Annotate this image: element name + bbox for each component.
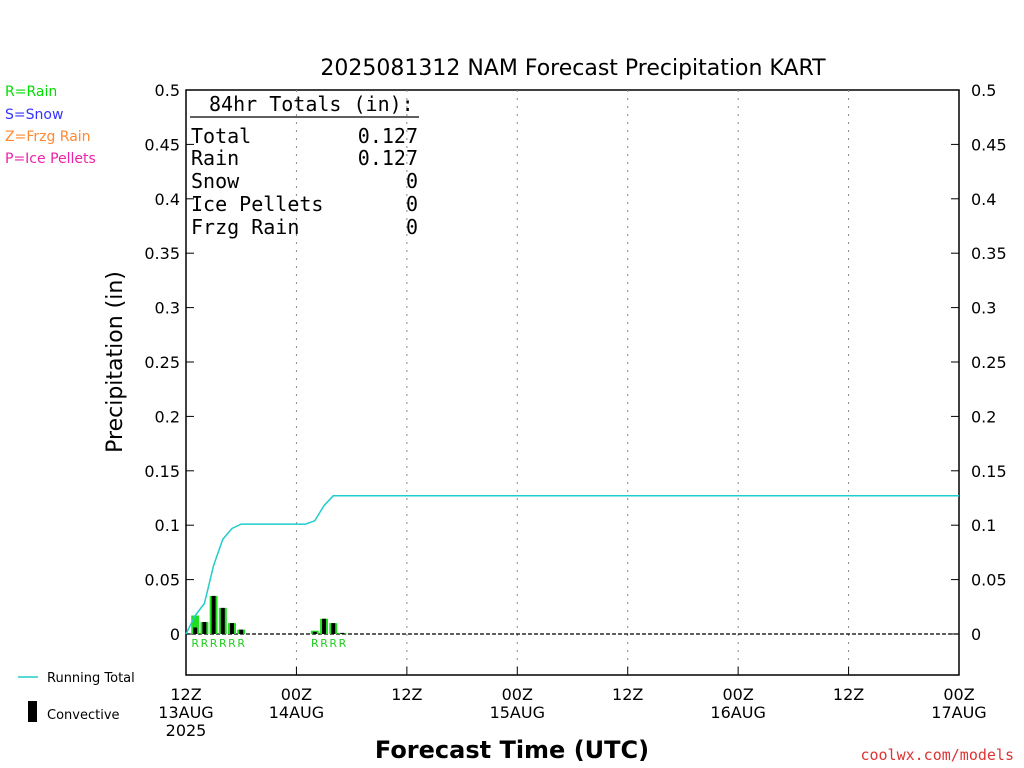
y-tick-label-left: 0.1	[155, 516, 180, 535]
vertical-grid	[295, 90, 850, 675]
x-axis-label: Forecast Time (UTC)	[375, 736, 649, 764]
y-tick-label-right: 0.3	[971, 299, 996, 318]
y-tick-label-left: 0	[170, 625, 180, 644]
convective-bar	[211, 595, 216, 634]
y-tick-label-left: 0.05	[144, 571, 180, 590]
convective-bar	[230, 623, 234, 634]
convective-bar	[220, 607, 225, 634]
totals-value-frzg-rain: 0	[406, 215, 418, 239]
y-tick-label-left: 0.2	[155, 407, 180, 426]
convective-bar	[322, 618, 327, 634]
y-tick-label-right: 0	[971, 625, 981, 644]
totals-label-snow: Snow	[191, 169, 240, 193]
x-tick-label: 12Z	[391, 685, 422, 704]
x-tick-label: 12Z	[170, 685, 201, 704]
chart-title: 2025081312 NAM Forecast Precipitation KA…	[320, 56, 826, 81]
precip-bar	[191, 615, 200, 634]
x-tick-label: 00Z	[943, 685, 974, 704]
ptype-marker: R	[339, 637, 347, 650]
totals-value-total: 0.127	[358, 124, 418, 148]
y-axis-right: 0 0.05 0.1 0.15 0.2 0.25 0.3 0.35 0.4 0.45 0.5	[951, 81, 1007, 644]
y-tick-label-left: 0.45	[144, 135, 180, 154]
x-tick-label: 17AUG	[931, 703, 986, 722]
x-tick-label: 15AUG	[490, 703, 545, 722]
plot-frame	[185, 89, 960, 676]
ptype-marker: R	[329, 637, 337, 650]
x-tick-label: 2025	[166, 721, 207, 740]
y-tick-label-right: 0.4	[971, 190, 996, 209]
convective-legend-label: Convective	[47, 708, 120, 723]
y-tick-label-left: 0.4	[155, 190, 180, 209]
x-tick-label: 00Z	[281, 685, 312, 704]
ptype-legend-rain: R=Rain	[5, 84, 57, 100]
ptype-marker: R	[228, 637, 236, 650]
x-tick-label: 12Z	[612, 685, 643, 704]
y-tick-label-right: 0.2	[971, 407, 996, 426]
convective-bar	[202, 622, 207, 634]
totals-value-ice-pellets: 0	[406, 192, 418, 216]
convective-bar	[193, 627, 198, 634]
convective-bar	[239, 629, 244, 634]
y-axis-left: 0 0.05 0.1 0.15 0.2 0.25 0.3 0.35 0.4 0.45 0.5	[144, 81, 194, 644]
running-total-line	[185, 495, 959, 635]
y-tick-label-right: 0.35	[971, 244, 1007, 263]
x-tick-label: 13AUG	[158, 703, 213, 722]
totals-label-total: Total	[191, 124, 251, 148]
y-tick-label-right: 0.05	[971, 571, 1007, 590]
convective-bar	[312, 631, 317, 634]
ptype-marker: R	[219, 637, 227, 650]
totals-box: 84hr Totals (in): Total 0.127 Rain 0.127…	[190, 92, 419, 239]
y-tick-label-left: 0.5	[155, 81, 180, 100]
y-tick-label-left: 0.15	[144, 462, 180, 481]
y-tick-label-right: 0.45	[971, 135, 1007, 154]
convective-bar	[340, 632, 345, 634]
y-axis-label: Precipitation (in)	[103, 271, 128, 453]
ptype-legend-snow: S=Snow	[5, 107, 63, 123]
y-tick-label-left: 0.25	[144, 353, 180, 372]
x-tick-label: 12Z	[833, 685, 864, 704]
ptype-legend-ice-pellets: P=Ice Pellets	[5, 151, 96, 167]
ptype-marker: R	[237, 637, 245, 650]
x-tick-label: 16AUG	[710, 703, 765, 722]
totals-label-frzg-rain: Frzg Rain	[191, 215, 299, 239]
totals-label-rain: Rain	[191, 146, 239, 170]
y-tick-label-right: 0.25	[971, 353, 1007, 372]
y-tick-label-right: 0.5	[971, 81, 996, 100]
totals-label-ice-pellets: Ice Pellets	[191, 192, 323, 216]
y-tick-label-right: 0.15	[971, 462, 1007, 481]
series-legend: Running Total Convective	[18, 671, 135, 723]
ptype-legend: R=Rain S=Snow Z=Frzg Rain P=Ice Pellets	[5, 84, 96, 167]
totals-value-rain: 0.127	[358, 146, 418, 170]
convective-bar	[331, 623, 336, 634]
x-tick-label: 00Z	[502, 685, 533, 704]
hourly-precip-bars	[191, 595, 347, 634]
x-tick-label: 14AUG	[269, 703, 324, 722]
running-total-legend-label: Running Total	[47, 671, 135, 686]
totals-heading: 84hr Totals (in):	[209, 92, 414, 116]
x-tick-label: 00Z	[722, 685, 753, 704]
totals-value-snow: 0	[406, 169, 418, 193]
y-tick-label-right: 0.1	[971, 516, 996, 535]
y-tick-label-left: 0.3	[155, 299, 180, 318]
ptype-legend-frzg-rain: Z=Frzg Rain	[5, 129, 91, 145]
convective-legend-swatch	[28, 701, 37, 722]
ptype-marker: R	[311, 637, 319, 650]
y-tick-label-left: 0.35	[144, 244, 180, 263]
ptype-marker: R	[210, 637, 218, 650]
ptype-marker: R	[320, 637, 328, 650]
ptype-marker: R	[191, 637, 199, 650]
ptype-marker: R	[201, 637, 209, 650]
credit-text: coolwx.com/models	[860, 746, 1014, 764]
